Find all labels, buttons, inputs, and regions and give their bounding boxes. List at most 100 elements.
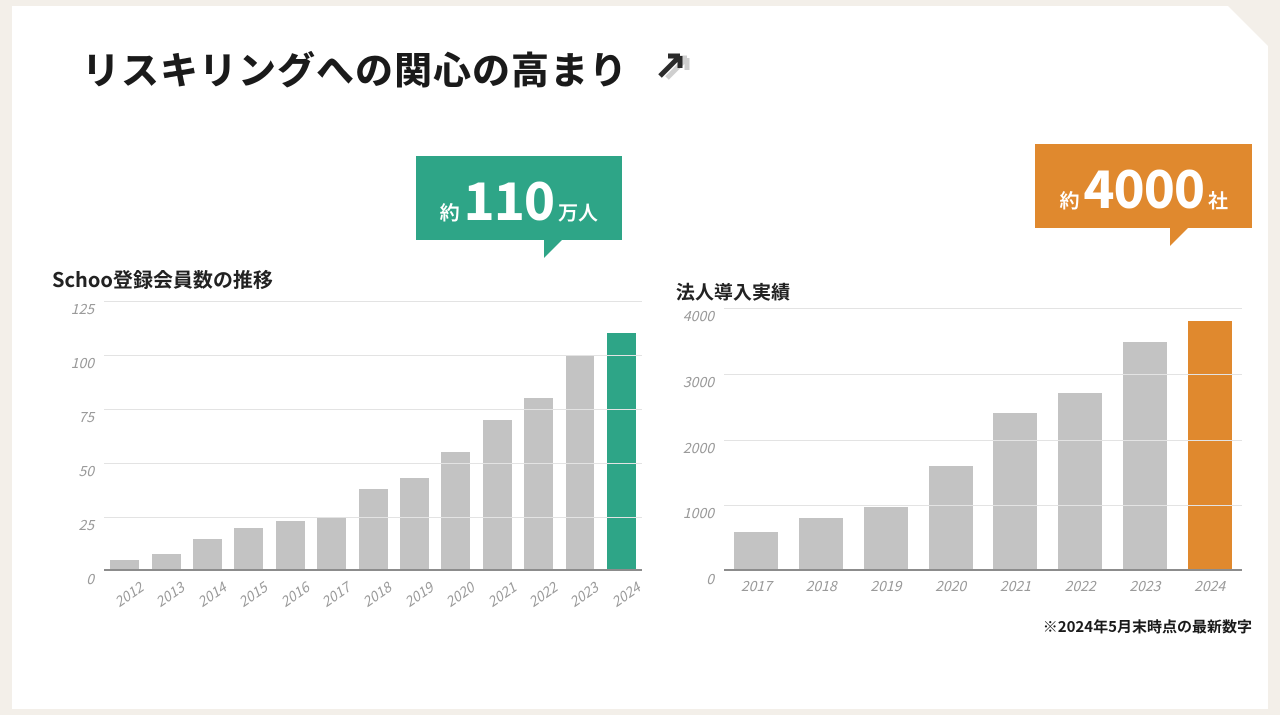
x-labels-members: 2012201320142015201620172018201920202021… [104,578,642,598]
x-tick-label: 2020 [437,574,482,614]
bar [929,466,973,571]
bar-slot [311,301,352,571]
bar-slot [270,301,311,571]
chart-title-corporate: 法人導入実績 [676,278,790,305]
x-tick-label: 2024 [603,574,648,614]
bar [359,489,388,571]
callout-prefix: 約 [440,197,460,226]
bar-slot [394,301,435,571]
x-tick-label: 2022 [520,574,565,614]
bar [993,413,1037,571]
x-tick-label: 2018 [789,576,854,596]
callout-corporate: 約 4000 社 [1035,144,1252,228]
bar-slot [518,301,559,571]
x-tick-label: 2014 [189,574,234,614]
bar [734,532,778,571]
x-tick-label: 2021 [983,576,1048,596]
bar-slot [477,301,518,571]
x-tick-label: 2016 [272,574,317,614]
x-tick-label: 2021 [479,574,524,614]
x-tick-label: 2023 [1113,576,1178,596]
grid-members [104,301,642,571]
bar [276,521,305,571]
callout-suffix: 万人 [558,197,598,226]
charts-container: 約 110 万人 Schoo登録会員数の推移 0255075100125 201… [52,156,1252,676]
bar [524,398,553,571]
callout-prefix: 約 [1059,185,1079,214]
y-tick-label: 100 [71,353,94,373]
y-tick-label: 125 [71,299,94,319]
chart-corporate: 約 4000 社 法人導入実績 01000200030004000 201720… [662,156,1252,676]
bar-slot [228,301,269,571]
baseline [724,569,1242,571]
gridline [724,374,1242,375]
bar-slot [435,301,476,571]
y-tick-label: 1000 [683,503,714,523]
y-axis-corporate: 01000200030004000 [672,308,720,571]
bar [441,452,470,571]
bar-slot [187,301,228,571]
gridline [724,440,1242,441]
bar [864,507,908,571]
callout-value: 4000 [1083,160,1204,212]
gridline [104,355,642,356]
bar-slot [559,301,600,571]
bar [317,517,346,571]
y-tick-label: 4000 [683,306,714,326]
callout-tail [544,238,564,258]
x-tick-label: 2024 [1177,576,1242,596]
x-tick-label: 2017 [724,576,789,596]
y-tick-label: 3000 [683,372,714,392]
callout-value: 110 [464,172,554,224]
x-tick-label: 2019 [396,574,441,614]
callout-tail [1170,226,1190,246]
x-tick-label: 2015 [230,574,275,614]
footnote: ※2024年5月末時点の最新数字 [1043,616,1252,637]
arrow-up-right-icon [658,52,690,84]
chart-title-members: Schoo登録会員数の推移 [52,264,273,293]
bar [1058,393,1102,571]
bar [1123,342,1167,571]
bars-members [104,301,642,571]
x-labels-corporate: 20172018201920202021202220232024 [724,576,1242,596]
page-title: リスキリングへの関心の高まり [82,40,628,95]
x-tick-label: 2023 [562,574,607,614]
plot-members: 0255075100125 [52,301,642,571]
y-tick-label: 0 [86,569,94,589]
slide: リスキリングへの関心の高まり 約 110 万人 Schoo登録会員数の推移 [12,6,1268,709]
bar-slot [104,301,145,571]
y-tick-label: 0 [706,569,714,589]
bar [483,420,512,571]
bar [799,518,843,571]
plot-corporate: 01000200030004000 [672,308,1242,571]
bar [1188,321,1232,571]
title-row: リスキリングへの関心の高まり [82,40,690,95]
bar [234,528,263,571]
gridline [724,308,1242,309]
corner-cut-decoration [1228,6,1268,46]
x-tick-label: 2013 [148,574,193,614]
x-tick-label: 2019 [854,576,919,596]
bar [400,478,429,571]
callout-suffix: 社 [1208,185,1228,214]
bar-slot [352,301,393,571]
gridline [724,505,1242,506]
bar [193,539,222,571]
grid-corporate [724,308,1242,571]
y-tick-label: 25 [78,515,94,535]
bar-slot [601,301,642,571]
x-tick-label: 2020 [918,576,983,596]
y-axis-members: 0255075100125 [52,301,100,571]
bar [607,333,636,571]
x-tick-label: 2017 [313,574,358,614]
gridline [104,517,642,518]
x-tick-label: 2022 [1048,576,1113,596]
baseline [104,569,642,571]
callout-members: 約 110 万人 [416,156,622,240]
gridline [104,409,642,410]
x-tick-label: 2012 [106,574,151,614]
bar-slot [145,301,186,571]
gridline [104,301,642,302]
gridline [104,463,642,464]
y-tick-label: 2000 [683,438,714,458]
